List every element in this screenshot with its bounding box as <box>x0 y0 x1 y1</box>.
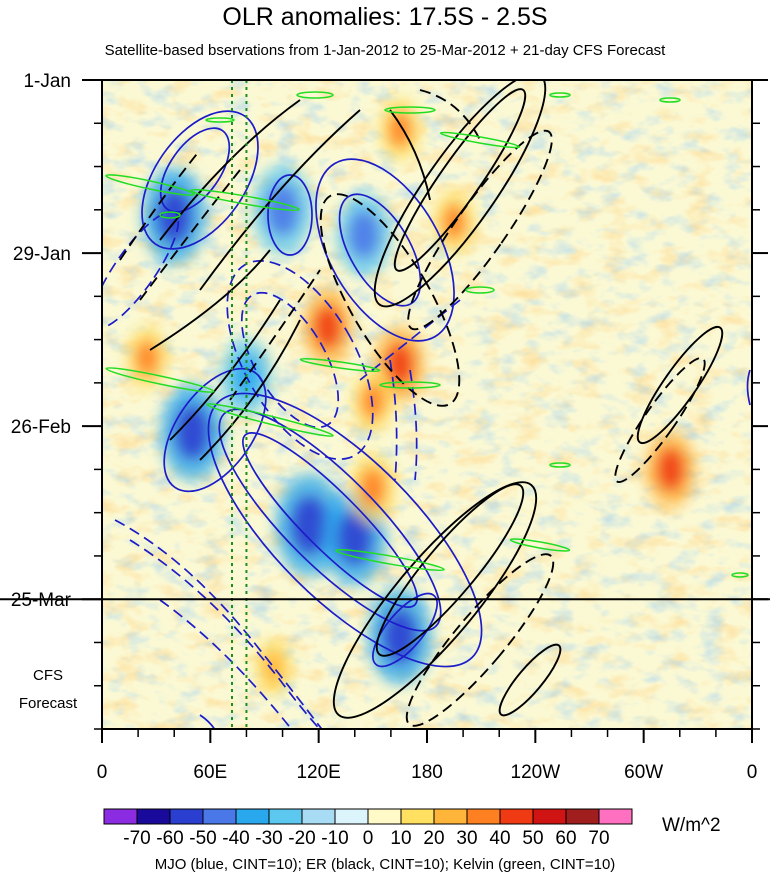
x-tick-label: 180 <box>411 762 443 783</box>
colorbar-label: 10 <box>390 828 411 849</box>
colorbar-label: 20 <box>423 828 444 849</box>
colorbar-label: 70 <box>588 828 609 849</box>
y-axis: 1-Jan 29-Jan 26-Feb 25-Mar <box>11 71 768 611</box>
y-tick-label: 29-Jan <box>13 244 71 265</box>
colorbar-swatch <box>466 808 501 825</box>
colorbar-label: -40 <box>222 828 249 849</box>
colorbar-swatch <box>433 808 468 825</box>
colorbar-label: -30 <box>255 828 282 849</box>
colorbar-swatch <box>367 808 402 825</box>
mjo-contours <box>141 110 751 729</box>
anomaly-core <box>387 110 412 148</box>
minor-ticks <box>94 122 760 737</box>
anomaly-core <box>656 447 686 492</box>
colorbar-swatch <box>268 808 303 825</box>
chart-subtitle: Satellite-based bservations from 1-Jan-2… <box>104 42 666 59</box>
colorbar-swatch <box>499 808 534 825</box>
colorbar-swatch <box>103 808 138 825</box>
colorbar-swatch <box>301 808 336 825</box>
x-tick-label: 60E <box>193 762 227 783</box>
colorbar-swatch <box>598 808 633 825</box>
colorbar-label: -60 <box>156 828 183 849</box>
x-tick-label: 120W <box>511 762 561 783</box>
contour-caption: MJO (blue, CINT=10); ER (black, CINT=10)… <box>154 856 616 873</box>
kelvin-contours <box>105 91 749 578</box>
x-tick-label: 0 <box>97 762 108 783</box>
colorbar-units: W/m^2 <box>662 815 721 836</box>
colorbar-swatch <box>202 808 237 825</box>
colorbar: -70 -60 -50 -40 -30 -20 -10 0 10 20 30 40 50 60 70 <box>103 808 633 849</box>
er-contours <box>149 80 724 719</box>
y-tick-label: 25-Mar <box>11 590 72 611</box>
y-tick-label: 26-Feb <box>11 417 71 438</box>
x-tick-label: 60W <box>624 762 663 783</box>
anomaly-core <box>313 304 343 350</box>
colorbar-label: 40 <box>489 828 510 849</box>
anomaly-core <box>290 494 329 556</box>
y-tick-label: 1-Jan <box>23 71 71 92</box>
anomaly-core <box>359 467 386 509</box>
colorbar-swatch <box>235 808 270 825</box>
chart-title: OLR anomalies: 17.5S - 2.5S <box>222 3 548 31</box>
colorbar-label: 60 <box>555 828 576 849</box>
anomaly-core <box>262 650 285 684</box>
colorbar-label: 30 <box>456 828 477 849</box>
colorbar-label: -70 <box>123 828 150 849</box>
colorbar-label: 50 <box>522 828 543 849</box>
colorbar-swatch <box>565 808 600 825</box>
colorbar-swatch <box>169 808 204 825</box>
colorbar-swatch <box>400 808 435 825</box>
x-axis: 0 60E 120E 180 120W 60W 0 <box>97 729 758 783</box>
colorbar-swatch <box>136 808 171 825</box>
er-neg-contours <box>119 89 706 727</box>
colorbar-label: 0 <box>363 828 374 849</box>
anomaly-core <box>348 210 380 259</box>
anomaly-core <box>174 404 211 461</box>
colorbar-label: -50 <box>189 828 216 849</box>
colorbar-label: -20 <box>288 828 315 849</box>
forecast-label-line2: Forecast <box>19 695 78 712</box>
colorbar-swatch <box>532 808 567 825</box>
anomaly-core <box>156 187 193 245</box>
colorbar-label: -10 <box>321 828 348 849</box>
x-tick-label: 120E <box>296 762 340 783</box>
x-tick-label: 0 <box>747 762 758 783</box>
forecast-label-line1: CFS <box>33 667 63 684</box>
colorbar-swatch <box>334 808 369 825</box>
